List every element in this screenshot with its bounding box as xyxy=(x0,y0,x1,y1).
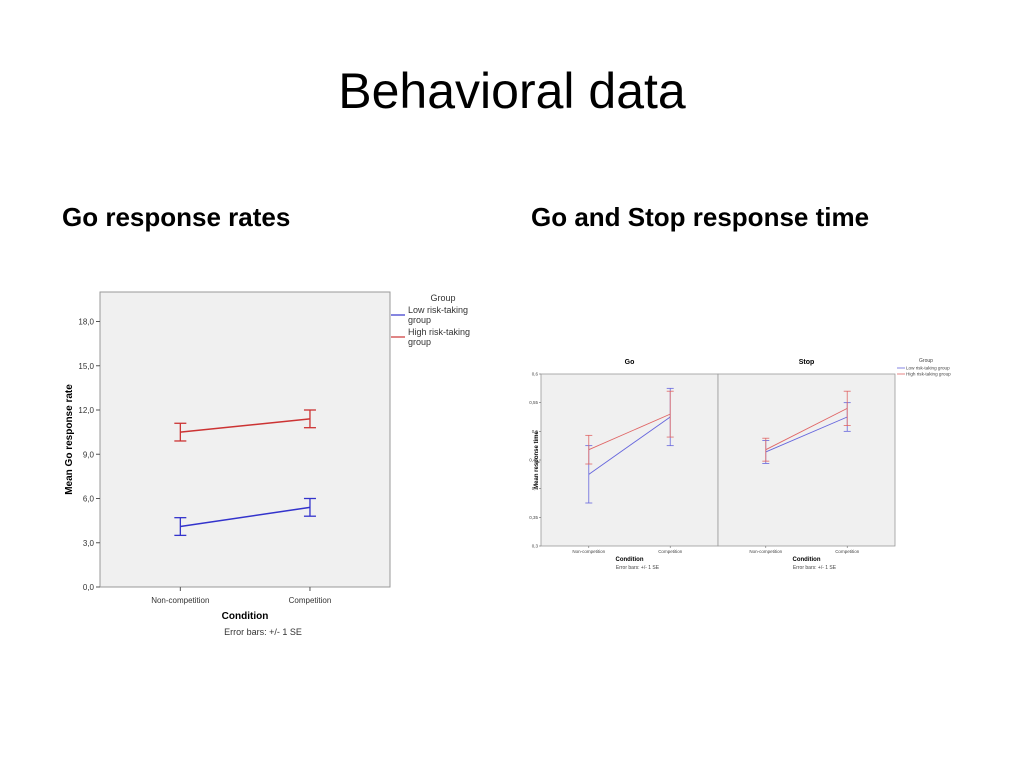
error-bar xyxy=(303,409,316,429)
legend-title: Group xyxy=(919,358,933,364)
y-tick-label: 0,0 xyxy=(83,583,95,592)
error-bar xyxy=(762,437,770,462)
series-line xyxy=(588,416,671,475)
error-bars-note: Error bars: +/- 1 SE xyxy=(616,565,660,571)
y-tick-label: 12,0 xyxy=(78,406,94,415)
y-tick-label: 0,35 xyxy=(529,515,538,520)
error-bar xyxy=(174,422,187,442)
panel-plot-area xyxy=(540,373,719,547)
legend-label: Low risk-taking group xyxy=(408,305,468,325)
x-axis-label: Condition xyxy=(222,611,269,622)
x-tick-label: Non-competition xyxy=(749,549,782,554)
y-tick-label: 0,45 xyxy=(529,458,538,463)
y-axis-label: Mean Go response rate xyxy=(64,384,75,495)
error-bar xyxy=(303,497,316,517)
panel-title: Stop xyxy=(799,359,815,366)
error-bar xyxy=(585,434,593,465)
y-axis-label: Mean response time xyxy=(534,430,540,488)
y-tick-label: 0,55 xyxy=(529,400,538,405)
error-bar xyxy=(843,390,851,426)
y-tick-label: 15,0 xyxy=(78,362,94,371)
go-response-rate-chart: 0,0 3,0 6,0 9,0 12,0 15,0 18,0 Non-competition C… xyxy=(64,291,470,637)
series-line xyxy=(765,416,848,453)
response-time-heading: Go and Stop response time xyxy=(531,202,870,232)
y-tick-label: 18,0 xyxy=(78,318,94,327)
y-tick-label: 0,6 xyxy=(532,372,539,377)
legend-label: High risk-taking group xyxy=(408,327,470,347)
error-bars-note: Error bars: +/- 1 SE xyxy=(793,565,837,571)
plot-area xyxy=(99,291,391,588)
x-tick-label: Non-competition xyxy=(151,596,209,605)
y-tick-label: 6,0 xyxy=(83,495,95,504)
x-tick-label: Competition xyxy=(835,549,860,554)
error-bars-note: Error bars: +/- 1 SE xyxy=(224,627,302,637)
y-tick-label: 0,3 xyxy=(532,544,539,549)
series-line xyxy=(180,418,311,433)
x-tick-label: Competition xyxy=(289,596,332,605)
legend-label: High risk-taking group xyxy=(906,372,951,377)
x-tick-label: Non-competition xyxy=(572,549,605,554)
legend-label: Low risk-taking group xyxy=(906,366,950,371)
panel-plot-area xyxy=(717,373,896,547)
response-time-chart: Mean response time Go 0,3 0,35 0,4 0,45 0,5 0,5… xyxy=(529,358,951,571)
x-axis-label: Condition xyxy=(616,557,644,563)
error-bar xyxy=(666,390,674,438)
y-tick-label: 3,0 xyxy=(83,539,95,548)
slide-title: Behavioral data xyxy=(338,63,686,119)
panel-title: Go xyxy=(625,359,635,366)
error-bar xyxy=(174,517,187,537)
y-tick-label: 9,0 xyxy=(83,450,95,459)
legend-title: Group xyxy=(430,293,455,303)
series-line xyxy=(765,407,848,451)
y-tick-label: 0,5 xyxy=(532,429,539,434)
x-axis-label: Condition xyxy=(793,557,821,563)
go-response-rates-heading: Go response rates xyxy=(62,202,291,232)
x-tick-label: Competition xyxy=(658,549,683,554)
series-line xyxy=(180,506,311,528)
series-line xyxy=(588,413,671,451)
y-tick-label: 0,4 xyxy=(532,486,539,491)
